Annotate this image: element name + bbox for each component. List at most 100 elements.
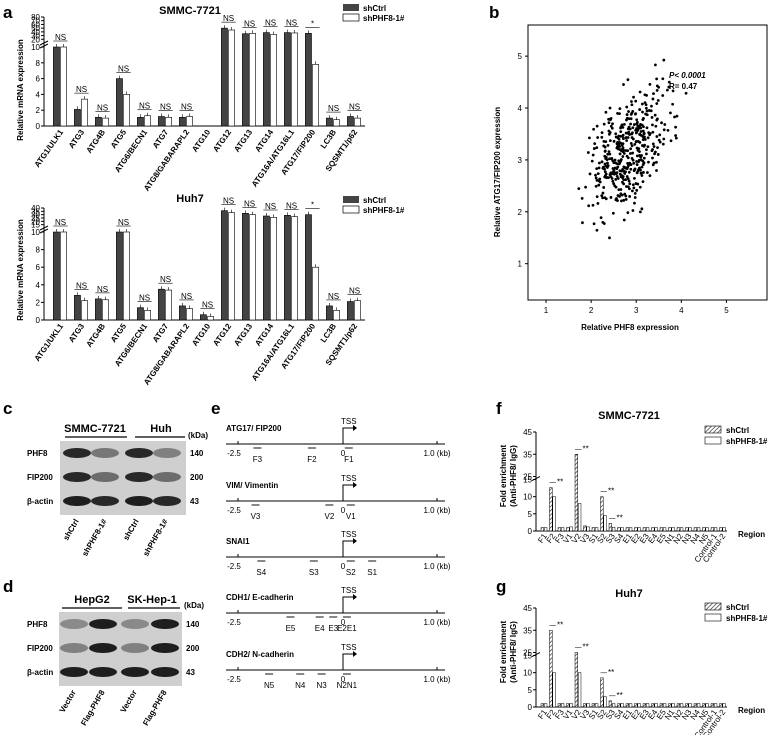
c-row-fip200: FIP200 [27,473,53,482]
scatter-point [629,122,632,126]
y-tick-label: 10 [31,43,40,52]
scatter-point [639,168,642,172]
axis-label: 0 [341,562,346,571]
bar-shctrl [676,703,681,708]
scatter-point [641,129,645,133]
panel-label-e: e [211,399,220,418]
scatter-point [631,109,635,113]
bar-shphf8 [165,289,172,321]
scatter-point [652,92,655,96]
bar-shctrl [116,231,123,321]
scatter-point [629,147,633,151]
bar-shphf8 [714,527,718,532]
scatter-point [624,198,628,201]
bar-shctrl [221,27,228,127]
sig-label: NS [286,19,297,28]
y-tick-label: 70 [31,17,40,26]
scatter-point [635,188,639,192]
bar-shphf8 [123,231,130,321]
scatter-point [627,179,631,183]
y-tick-label: 25 [523,473,532,482]
y-tick-label: 50 [31,24,40,33]
site-label: E5 [286,624,296,633]
scatter-point [615,162,619,166]
scatter-point [611,122,614,126]
scatter-point [617,162,621,166]
bar-shphf8 [722,703,726,708]
scatter-point [640,174,644,177]
bar-shphf8 [207,316,214,321]
b-p-value: P< 0.0001 [669,71,706,80]
bar-shphf8 [228,212,235,321]
scatter-point [620,193,624,197]
category-label: ATG10 [190,322,212,348]
scatter-point [604,157,608,160]
scatter-point [618,107,622,111]
gene-name: CDH1/ E-cadherin [226,593,294,602]
bar-shphf8 [123,94,130,127]
f-xlabel: Region [738,530,765,539]
scatter-point [606,152,610,156]
scatter-point [666,128,670,132]
bar-shphf8 [561,703,565,708]
bar-shctrl [659,527,664,532]
sig-label: NS [223,197,234,206]
scatter-point [625,113,629,116]
scatter-point [624,178,628,182]
scatter-point [630,132,634,136]
scatter-point [614,177,618,181]
scatter-point [635,118,639,122]
scatter-point [616,165,620,169]
bar-shphf8 [680,703,684,708]
axis-label: 0 [341,449,346,458]
scatter-point [595,195,599,199]
b-scatter: 1 2 3 4 5 1 2 3 4 5 [518,24,768,315]
tss-label: TSS [341,417,357,426]
blot-band [121,619,149,629]
scatter-point [639,130,643,133]
scatter-point [667,85,671,89]
bar-shctrl [625,703,630,708]
y-tick-label: 10 [523,493,532,502]
scatter-point [608,152,612,156]
bar-shctrl [200,314,207,321]
scatter-point [636,140,640,143]
blot-band [91,448,119,458]
sig-label: NS [160,103,171,112]
bar-shphf8 [291,216,298,321]
blot-band [125,496,153,506]
scatter-point [667,80,671,84]
sig-label: NS [286,201,297,210]
scatter-point [656,153,660,156]
bar-shctrl [719,527,723,532]
category-label: ATG12 [211,128,233,154]
bar-shctrl [634,527,638,532]
scatter-point [605,175,609,179]
site-label: F2 [307,455,317,464]
bar-shphf8 [249,214,256,321]
bar-shctrl [685,703,689,708]
scatter-point [634,112,638,116]
g-title: Huh7 [615,588,643,600]
bar-shctrl [642,703,647,708]
y-tick-label: 30 [31,32,40,41]
d-blot: HepG2 SK-Hep-1 (kDa) PHF8 FIP200 β-actin… [27,594,204,727]
scatter-point [626,177,630,181]
bar-shphf8 [595,703,599,708]
y-tick-label: 30 [31,211,40,220]
scatter-point [643,93,647,97]
y-tick-label: 2 [518,208,523,217]
axis-label: 1.0 (kb) [423,506,450,515]
scatter-point [649,109,653,113]
scatter-point [655,118,659,122]
scatter-point [627,117,631,121]
scatter-point [598,180,602,184]
scatter-point [646,171,649,174]
c-row-phf8: PHF8 [27,449,48,458]
a1-legend: shCtrl shPHF8-1# [342,4,405,23]
bar-shphf8 [544,703,548,708]
scatter-point [655,84,659,88]
panel-label-d: d [3,577,13,596]
scatter-point [645,113,649,117]
tss-arrowhead [353,594,357,600]
